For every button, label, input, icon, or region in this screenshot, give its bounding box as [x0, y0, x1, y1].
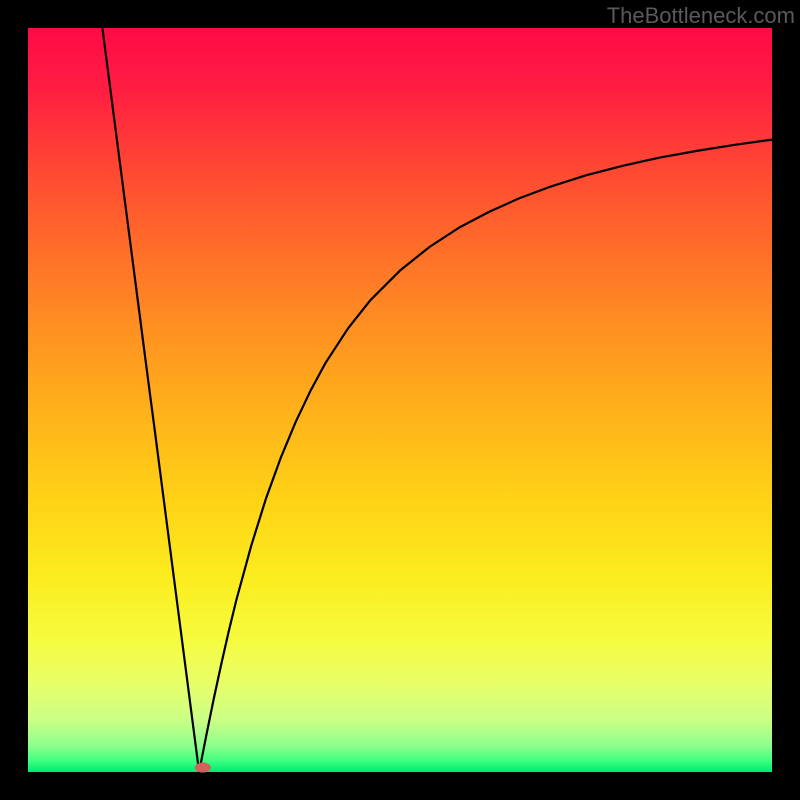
chart-root: TheBottleneck.com [0, 0, 800, 800]
bottleneck-chart: TheBottleneck.com [0, 0, 800, 800]
plot-background [28, 28, 772, 772]
optimal-point-marker [195, 763, 211, 773]
watermark-text: TheBottleneck.com [607, 3, 795, 28]
